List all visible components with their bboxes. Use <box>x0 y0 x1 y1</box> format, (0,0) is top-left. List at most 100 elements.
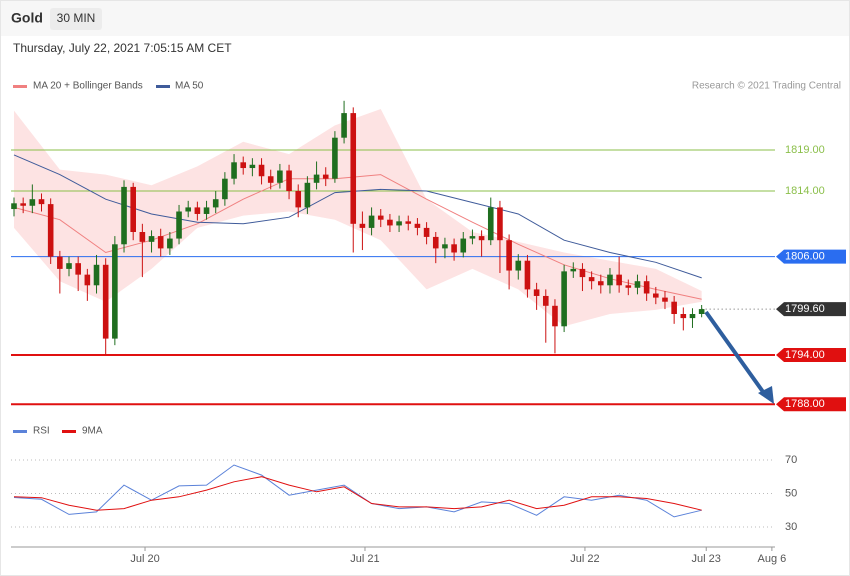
legend-label: 9MA <box>82 426 103 437</box>
level-tag <box>776 397 846 412</box>
level-label: 1788.00 <box>785 398 825 410</box>
y-tick-label: 30 <box>785 521 797 533</box>
candle-body <box>524 260 531 290</box>
candle-body <box>66 263 72 269</box>
candle-body <box>497 207 503 241</box>
candle-body <box>313 174 320 183</box>
legend-swatch <box>13 430 27 433</box>
level-tag <box>776 348 846 362</box>
candle-body <box>20 203 26 206</box>
rsi-line <box>13 464 702 518</box>
y-tick-label: 50 <box>785 487 797 499</box>
x-tick-label: Jul 22 <box>570 553 599 565</box>
candle-body <box>112 244 118 339</box>
candle-body <box>487 207 494 241</box>
candle-body <box>570 268 577 272</box>
candle-body <box>194 207 201 214</box>
candle-body <box>533 289 540 296</box>
candle-body <box>680 314 687 319</box>
legend-label: MA 50 <box>175 81 204 92</box>
candle-body <box>102 264 109 339</box>
candle-body <box>552 305 558 327</box>
candle-body <box>653 293 659 298</box>
candle-body <box>240 162 247 169</box>
timestamp: Thursday, July 22, 2021 7:05:15 AM CET <box>13 41 232 55</box>
candle-body <box>57 256 63 269</box>
rsi-line <box>13 476 702 511</box>
candle-body <box>579 268 586 278</box>
candle-body <box>405 221 412 224</box>
candle-body <box>29 199 36 206</box>
candle-body <box>607 274 613 286</box>
x-tick-label: Jul 23 <box>692 553 721 565</box>
candle-body <box>249 164 256 169</box>
level-label: 1799.60 <box>785 303 825 315</box>
candle-body <box>350 113 357 224</box>
candle-body <box>432 236 439 249</box>
level-label: 1819.00 <box>785 144 825 156</box>
candle-body <box>258 164 265 177</box>
candle-body <box>423 227 430 237</box>
ma20-line <box>13 174 702 300</box>
candle-body <box>542 295 549 306</box>
level-tag <box>776 302 846 317</box>
candle-body <box>588 277 595 282</box>
forecast-arrow-head <box>758 386 774 404</box>
candle-body <box>267 176 274 183</box>
level-label: 1814.00 <box>785 185 825 197</box>
candle-body <box>277 170 283 183</box>
candle-body <box>561 271 567 327</box>
candle-body <box>689 314 696 319</box>
instrument-title: Gold <box>11 10 43 26</box>
candle-body <box>148 236 155 242</box>
candle-body <box>671 301 677 314</box>
candle-body <box>469 236 476 239</box>
x-tick-label: Aug 6 <box>758 553 787 565</box>
candle-body <box>359 223 366 228</box>
candle-body <box>38 199 45 205</box>
candle-body <box>625 285 632 288</box>
candle-body <box>341 113 347 138</box>
candle-body <box>295 191 302 208</box>
candle-body <box>130 186 136 232</box>
candle-body <box>322 174 329 179</box>
legend-label: MA 20 + Bollinger Bands <box>33 81 143 92</box>
candle-body <box>286 170 292 191</box>
candle-body <box>222 178 228 200</box>
candle-body <box>93 264 100 286</box>
candle-body <box>377 215 384 220</box>
candle-body <box>176 211 182 239</box>
candle-body <box>47 204 54 257</box>
candle-body <box>451 244 457 253</box>
candle-body <box>368 215 375 228</box>
candle-body <box>414 223 421 228</box>
candle-body <box>460 238 467 253</box>
legend-label: RSI <box>33 426 50 437</box>
forecast-arrow <box>704 310 768 398</box>
candle-body <box>11 203 17 210</box>
candle-body <box>157 236 164 249</box>
level-tag <box>776 249 846 264</box>
candle-body <box>643 281 650 294</box>
candle-body <box>506 240 512 271</box>
legend-swatch <box>156 85 170 88</box>
candle-body <box>698 309 705 314</box>
candle-body <box>212 199 219 208</box>
x-tick-label: Jul 20 <box>130 553 159 565</box>
level-label: 1806.00 <box>785 251 825 263</box>
candle-body <box>185 207 192 212</box>
interval: 30 MIN <box>57 11 96 25</box>
legend-swatch <box>13 85 27 88</box>
candle-body <box>396 221 402 226</box>
level-label: 1794.00 <box>785 349 825 361</box>
candle-body <box>203 207 210 214</box>
header-bar <box>0 0 850 36</box>
x-tick-label: Jul 21 <box>350 553 379 565</box>
candle-body <box>84 274 91 286</box>
candle-body <box>515 260 522 271</box>
candle-body <box>304 182 311 208</box>
candle-body <box>662 297 668 302</box>
y-tick-label: 70 <box>785 454 797 466</box>
candle-body <box>75 263 81 275</box>
